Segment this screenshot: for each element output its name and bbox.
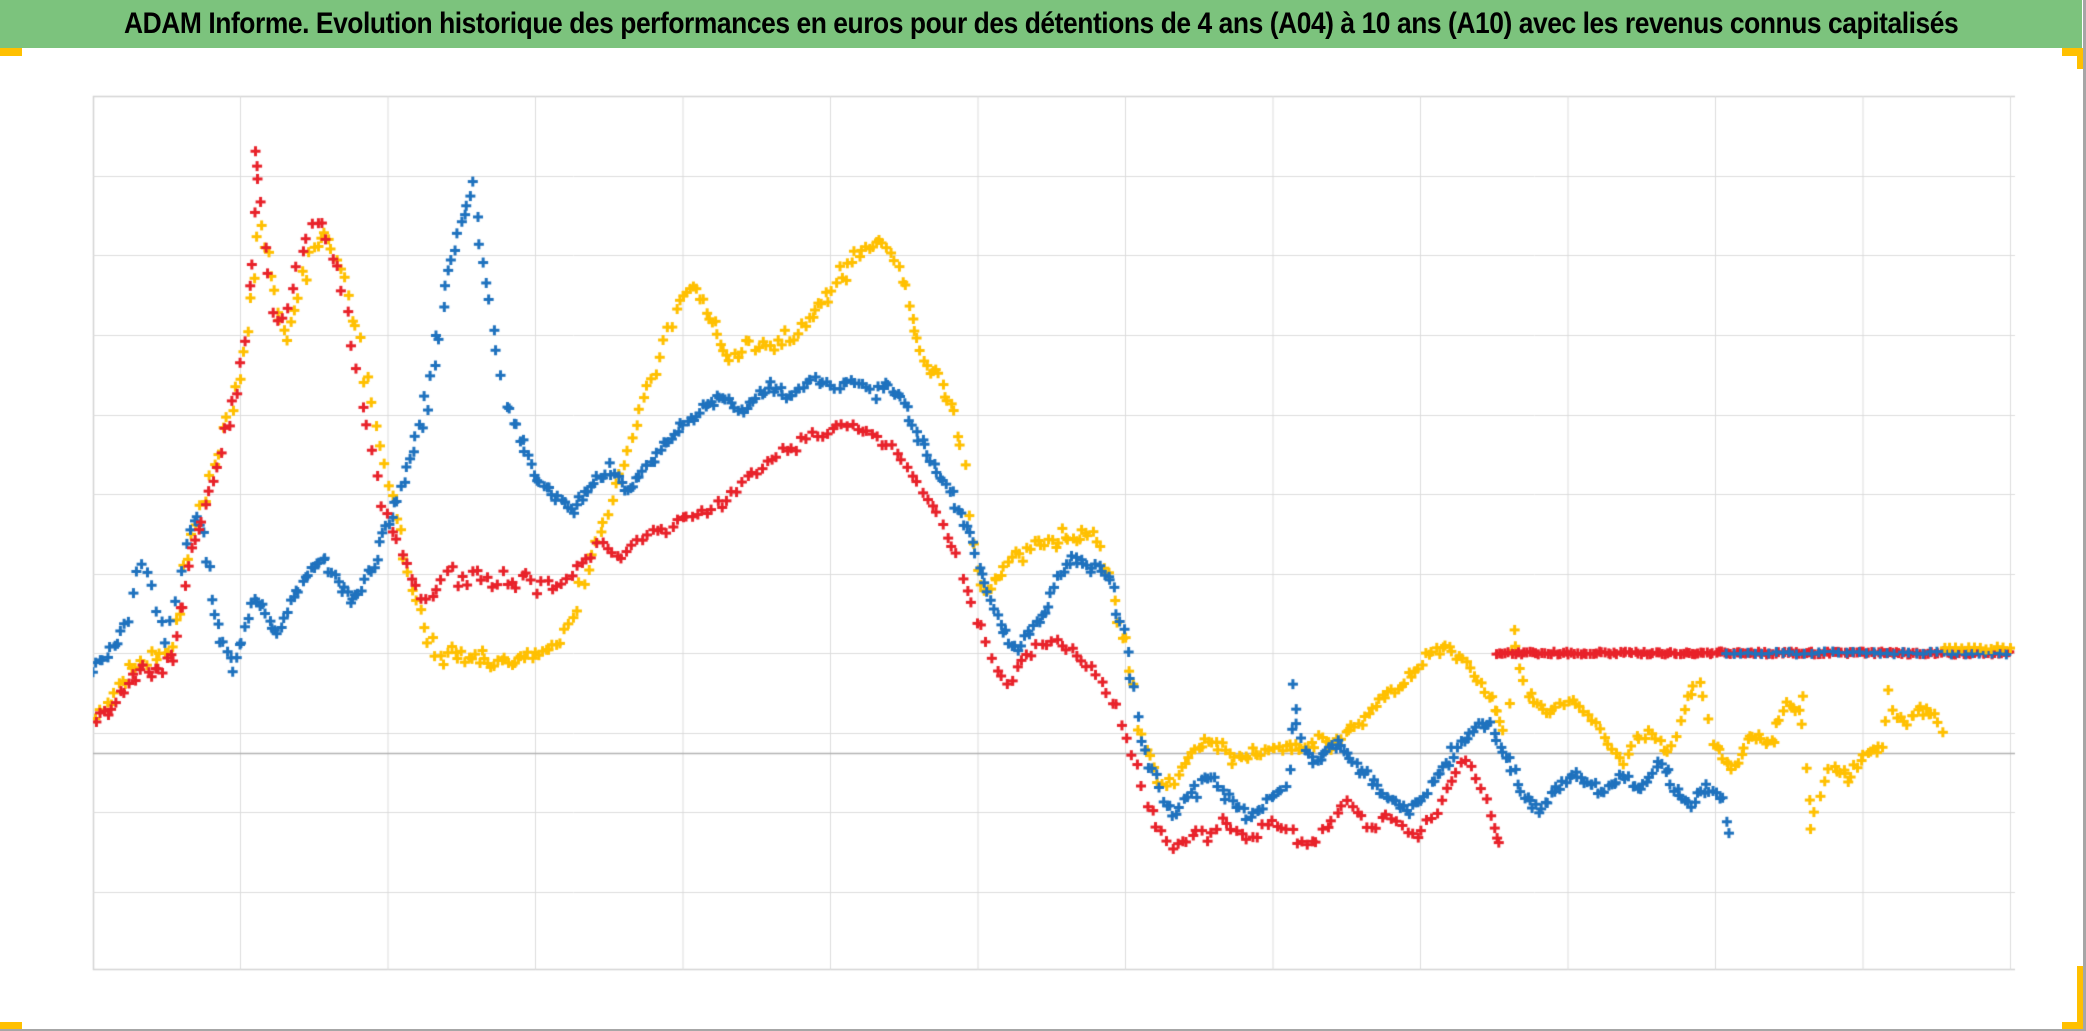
accent-bottom-left xyxy=(0,1022,22,1030)
slide-edge-bottom xyxy=(0,1029,2086,1031)
slide-edge-right xyxy=(2083,0,2086,1031)
accent-top-left xyxy=(0,48,22,56)
accent-top-right-horizontal xyxy=(2062,48,2086,56)
page-title: ADAM Informe. Evolution historique des p… xyxy=(123,7,1959,40)
accent-bottom-right-horizontal xyxy=(2062,1022,2086,1030)
accent-top-right-vertical xyxy=(2077,48,2086,69)
accent-bottom-right-vertical xyxy=(2077,966,2086,1023)
title-bar: ADAM Informe. Evolution historique des p… xyxy=(0,0,2082,48)
